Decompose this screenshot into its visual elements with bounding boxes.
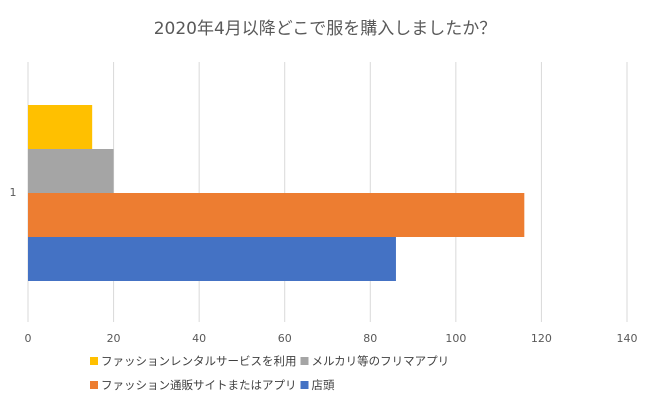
x-tick-label: 0 [25, 332, 32, 345]
legend-swatch [300, 381, 309, 389]
legend-label: ファッション通販サイトまたはアプリ [101, 378, 297, 392]
y-axis-ticks: 1 [10, 186, 17, 199]
x-tick-label: 20 [107, 332, 121, 345]
x-tick-label: 60 [278, 332, 292, 345]
bar [28, 237, 396, 281]
x-tick-label: 80 [363, 332, 377, 345]
bar [28, 105, 93, 149]
x-axis-ticks: 0 20 40 60 80 100 120 140 [25, 332, 638, 345]
legend-swatch [300, 357, 309, 365]
y-tick-label: 1 [10, 186, 17, 199]
legend-label: メルカリ等のフリマアプリ [312, 354, 450, 368]
bar [28, 149, 114, 193]
legend: ファッションレンタルサービスを利用 メルカリ等のフリマアプリファッション通販サイト… [90, 354, 449, 392]
bars [28, 105, 525, 281]
legend-label: ファッションレンタルサービスを利用 [101, 354, 297, 368]
chart-title: 2020年4月以降どこで服を購入しましたか？ [154, 19, 497, 39]
legend-swatch [90, 381, 98, 389]
x-tick-label: 120 [531, 332, 552, 345]
x-tick-label: 140 [617, 332, 638, 345]
legend-label: 店頭 [312, 378, 335, 392]
gridlines [27, 62, 628, 322]
x-tick-label: 40 [192, 332, 206, 345]
x-tick-label: 100 [445, 332, 466, 345]
legend-swatch [90, 357, 98, 365]
bar [28, 193, 525, 237]
